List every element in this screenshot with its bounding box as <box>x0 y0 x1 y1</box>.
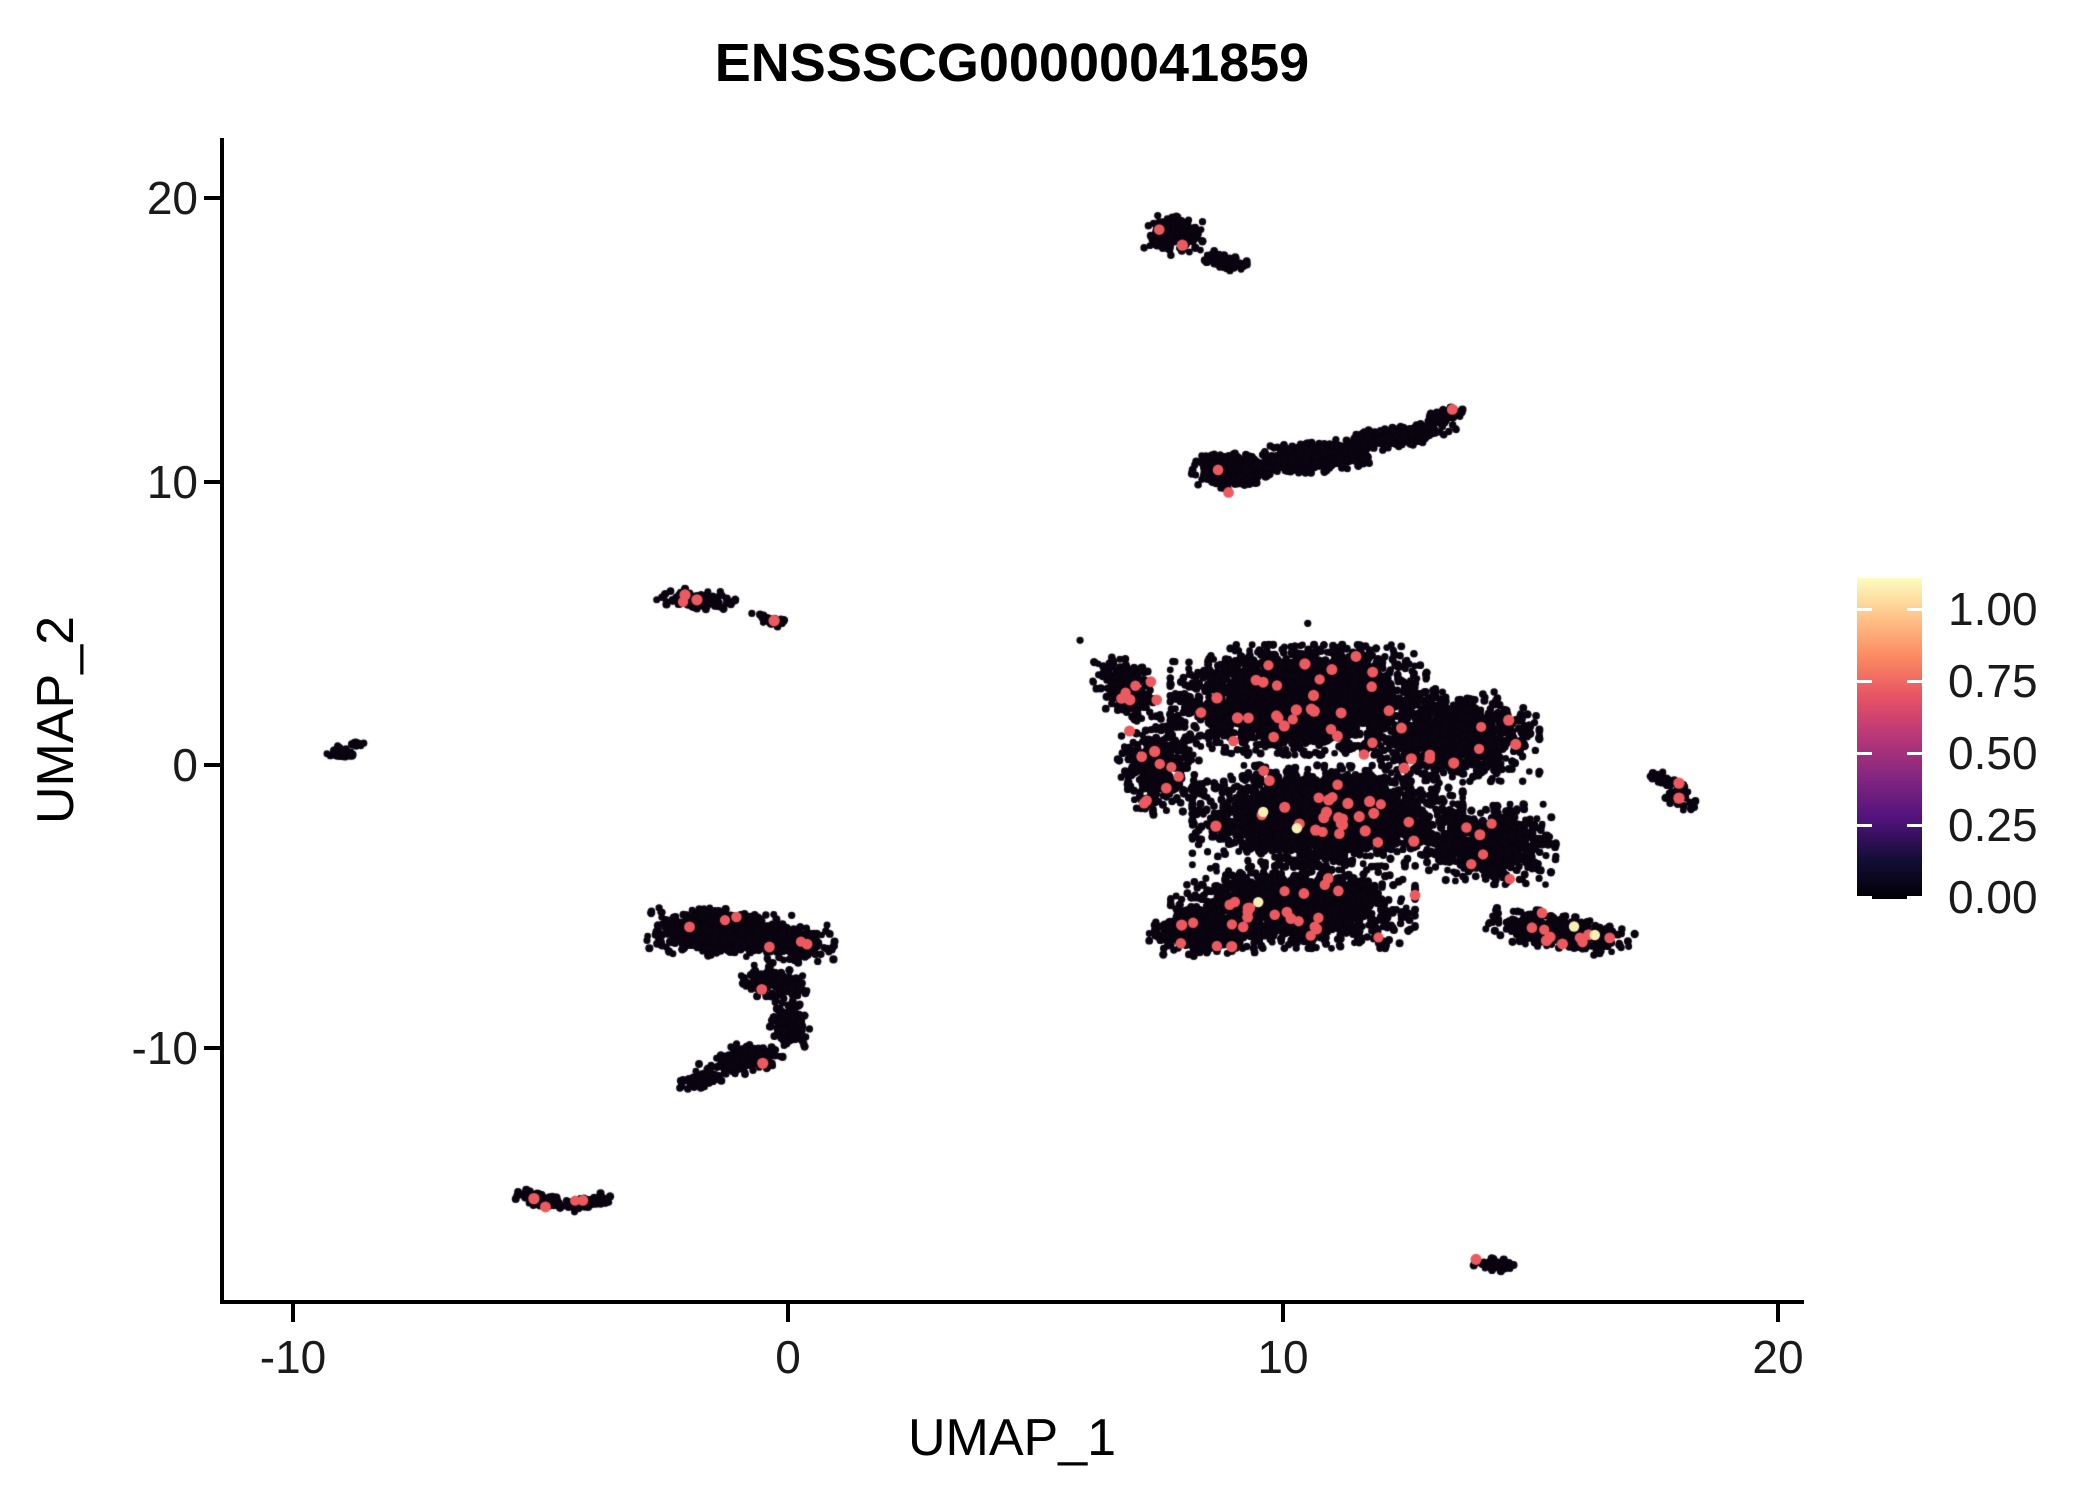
colorbar-tick-mark <box>1907 679 1922 683</box>
x-tick-label: 20 <box>1752 1331 1804 1383</box>
colorbar-tick-label: 0.00 <box>1948 871 2038 923</box>
colorbar-gradient <box>1857 578 1922 899</box>
colorbar-tick-mark <box>1857 895 1872 899</box>
x-axis-line <box>220 1300 1804 1304</box>
y-tick-mark <box>204 196 222 201</box>
x-tick-label: -10 <box>259 1331 327 1383</box>
y-tick-label: 10 <box>146 455 198 508</box>
colorbar-tick-mark <box>1857 751 1872 755</box>
colorbar-tick-mark <box>1857 679 1872 683</box>
y-tick-mark <box>204 1046 222 1051</box>
colorbar-tick-mark <box>1907 895 1922 899</box>
y-tick-label: 0 <box>172 739 198 791</box>
x-tick-label: 10 <box>1257 1331 1309 1383</box>
y-tick-mark <box>204 479 222 484</box>
colorbar-tick-mark <box>1857 607 1872 611</box>
x-tick-mark <box>1281 1304 1285 1322</box>
colorbar-tick-label: 0.75 <box>1948 655 2038 707</box>
y-tick-label: -10 <box>131 1022 198 1075</box>
x-axis-title: UMAP_1 <box>907 1409 1117 1467</box>
colorbar-tick-mark <box>1907 607 1922 611</box>
x-tick-mark <box>786 1304 790 1322</box>
colorbar-tick-mark <box>1907 751 1922 755</box>
y-axis-title: UMAP_2 <box>27 615 85 825</box>
y-tick-mark <box>204 763 222 767</box>
plot-title: ENSSSCG00000041859 <box>714 33 1310 93</box>
x-tick-mark <box>291 1304 295 1322</box>
colorbar-tick-mark <box>1907 823 1922 827</box>
colorbar-tick-label: 1.00 <box>1948 583 2038 635</box>
colorbar-tick-label: 0.50 <box>1948 727 2038 779</box>
y-axis-line <box>220 138 224 1304</box>
colorbar-tick-label: 0.25 <box>1948 799 2038 851</box>
colorbar-tick-mark <box>1857 823 1872 827</box>
x-tick-label: 0 <box>775 1331 801 1383</box>
y-tick-label: 20 <box>146 172 198 225</box>
x-tick-mark <box>1776 1304 1780 1322</box>
